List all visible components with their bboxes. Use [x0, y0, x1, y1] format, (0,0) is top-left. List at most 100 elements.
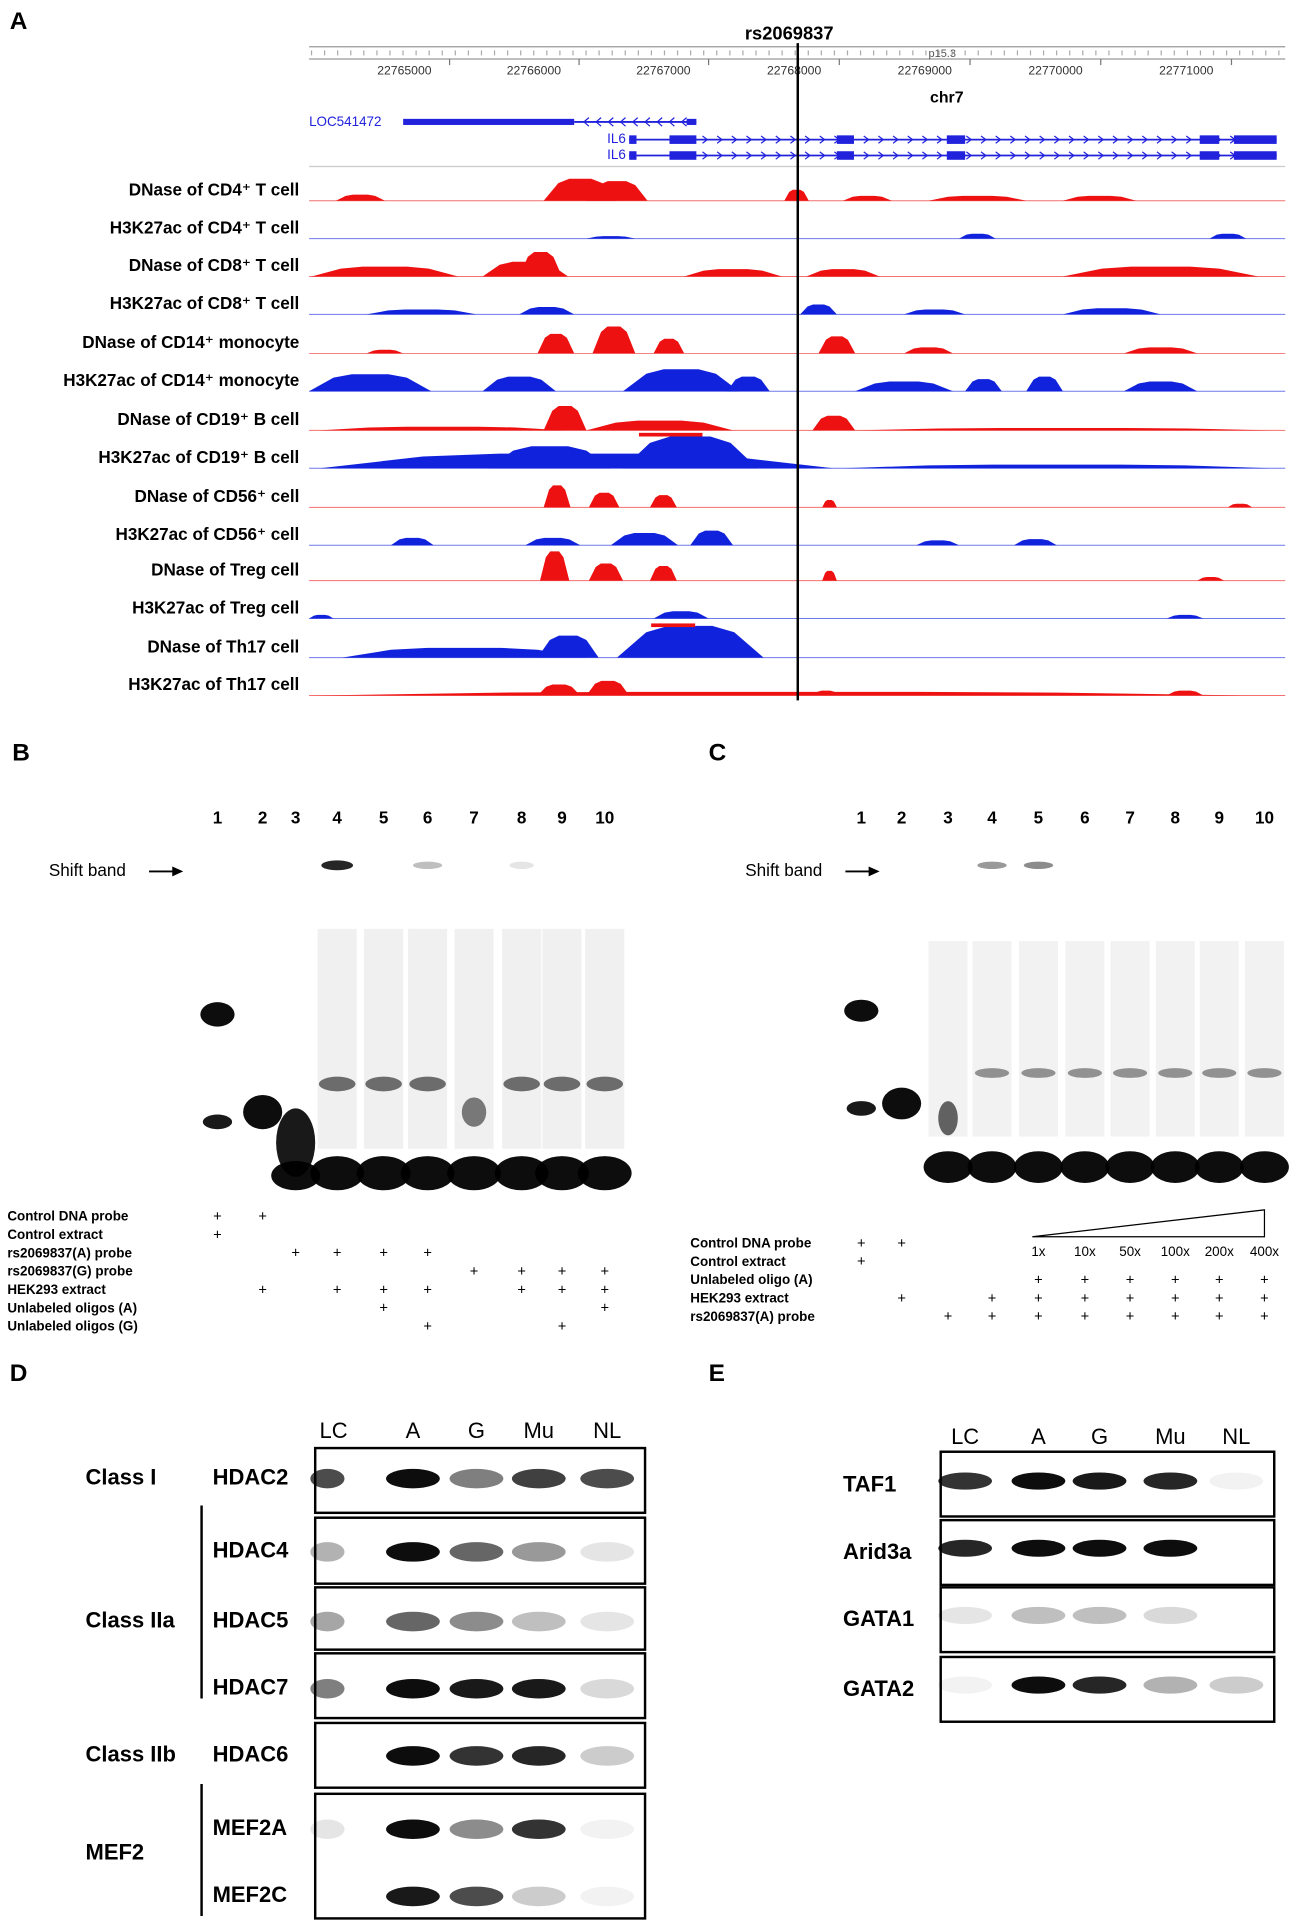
track-signal [855, 427, 1271, 431]
lane-number: 4 [987, 808, 997, 827]
track-label: H3K27ac of CD19⁺ B cell [98, 448, 299, 467]
gene-strand [995, 151, 1002, 160]
gene-strand [1156, 135, 1163, 144]
gel-band [412, 861, 443, 869]
gene-strand [907, 151, 914, 160]
track-signal [616, 625, 764, 658]
blot-band [511, 1678, 566, 1699]
gene-strand [716, 135, 724, 144]
lane-number: 4 [332, 808, 342, 827]
panel-letter: A [10, 8, 28, 35]
track-signal [588, 563, 624, 581]
gene-strand [1127, 135, 1134, 144]
arrow-head [172, 866, 184, 877]
blot-band [511, 1746, 566, 1766]
condition-label: rs2069837(A) probe [7, 1245, 132, 1260]
gene-label: IL6 [607, 147, 626, 162]
gel-band [1247, 1068, 1282, 1078]
cytoband-label: p15.3 [928, 48, 956, 60]
protein-label: HDAC4 [213, 1538, 290, 1563]
gene-strand [1141, 135, 1149, 144]
gene-strand [980, 135, 987, 144]
condition-mark: + [1126, 1291, 1135, 1307]
gene-strand [1068, 135, 1075, 144]
gel-band [846, 1101, 876, 1116]
condition-label: Unlabeled oligo (A) [690, 1272, 812, 1287]
gene-strand [1053, 135, 1061, 144]
condition-label: Control DNA probe [690, 1236, 811, 1251]
condition-mark: + [988, 1309, 997, 1325]
track-signal [537, 333, 575, 354]
gel-smear [502, 928, 542, 1149]
gel-band [356, 1156, 411, 1191]
track-signal [592, 326, 636, 354]
ruler-tick-label: 22765000 [377, 63, 432, 77]
blot-band [386, 1611, 440, 1632]
gel-band [509, 861, 534, 869]
gene-strand [731, 151, 738, 160]
track-label: H3K27ac of Treg cell [132, 598, 299, 617]
track-signal [320, 426, 565, 431]
track-signal [1209, 233, 1247, 239]
condition-mark: + [558, 1282, 567, 1298]
column-label: LC [951, 1424, 979, 1449]
blot-band [310, 1468, 345, 1489]
track-signal [1166, 614, 1204, 619]
gene-exon [1233, 135, 1277, 144]
gene-strand [1083, 135, 1090, 144]
track-signal [525, 537, 581, 546]
concentration-wedge [1032, 1209, 1266, 1238]
blot-band [580, 1886, 635, 1907]
gene-strand [1156, 151, 1163, 160]
track-label: H3K27ac of Th17 cell [128, 675, 299, 694]
condition-mark: + [1081, 1273, 1090, 1289]
track-signal [543, 485, 571, 508]
lane-number: 3 [291, 808, 301, 827]
condition-label: HEK293 extract [690, 1291, 789, 1306]
gene-exon [1199, 151, 1220, 160]
condition-mark: + [379, 1246, 388, 1262]
gene-strand [848, 151, 855, 160]
track-signal [309, 614, 334, 619]
gel-band [200, 1002, 235, 1027]
condition-mark: + [1260, 1309, 1269, 1325]
track-signal [588, 492, 620, 508]
blot-band [310, 1611, 345, 1632]
protein-label: MEF2C [213, 1882, 288, 1907]
gene-label: IL6 [607, 131, 626, 146]
gene-strand [878, 151, 885, 160]
gene-exon [629, 135, 637, 144]
track-signal [1166, 690, 1204, 696]
lane-number: 3 [943, 808, 953, 827]
protein-label: MEF2A [213, 1815, 288, 1840]
blot-band [580, 1678, 635, 1699]
gene-strand [1039, 135, 1046, 144]
gel-band [276, 1108, 316, 1177]
gene-strand [668, 117, 675, 127]
gene-strand [1259, 151, 1266, 160]
column-label: LC [319, 1418, 347, 1443]
condition-mark: + [1034, 1309, 1043, 1325]
gene-strand [631, 117, 639, 127]
gene-strand [995, 135, 1002, 144]
gel-smear [585, 928, 625, 1149]
condition-mark: + [558, 1319, 567, 1335]
gene-strand [1185, 151, 1193, 160]
condition-mark: + [1260, 1273, 1269, 1289]
gel-smear [408, 928, 448, 1149]
track-label: H3K27ac of CD8⁺ T cell [110, 294, 300, 313]
condition-label: Unlabeled oligos (G) [7, 1319, 138, 1334]
condition-mark: + [988, 1291, 997, 1307]
track-signal [649, 495, 677, 508]
gene-exon [403, 118, 575, 125]
concentration-label: 1x [1031, 1244, 1045, 1259]
track-label: DNase of CD8⁺ T cell [129, 256, 300, 275]
gene-strand [790, 151, 797, 160]
gene-strand [1200, 151, 1207, 160]
condition-mark: + [944, 1309, 953, 1325]
track-signal [965, 379, 1002, 392]
condition-mark: + [1034, 1291, 1043, 1307]
concentration-label: 200x [1205, 1244, 1234, 1259]
condition-mark: + [1126, 1309, 1135, 1325]
